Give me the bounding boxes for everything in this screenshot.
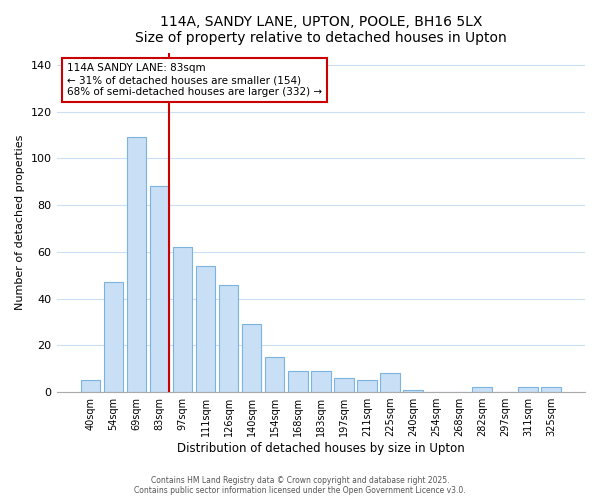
Bar <box>149 186 169 392</box>
Bar <box>311 371 331 392</box>
Bar <box>104 282 123 392</box>
Bar <box>334 378 353 392</box>
Text: Contains HM Land Registry data © Crown copyright and database right 2025.
Contai: Contains HM Land Registry data © Crown c… <box>134 476 466 495</box>
X-axis label: Distribution of detached houses by size in Upton: Distribution of detached houses by size … <box>177 442 464 455</box>
Bar <box>380 374 400 392</box>
Bar <box>403 390 423 392</box>
Bar <box>219 284 238 392</box>
Bar <box>80 380 100 392</box>
Bar <box>288 371 308 392</box>
Bar <box>196 266 215 392</box>
Bar <box>127 138 146 392</box>
Y-axis label: Number of detached properties: Number of detached properties <box>15 135 25 310</box>
Text: 114A SANDY LANE: 83sqm
← 31% of detached houses are smaller (154)
68% of semi-de: 114A SANDY LANE: 83sqm ← 31% of detached… <box>67 64 322 96</box>
Bar <box>265 357 284 392</box>
Bar <box>242 324 262 392</box>
Bar <box>472 388 492 392</box>
Bar <box>357 380 377 392</box>
Bar <box>518 388 538 392</box>
Bar <box>541 388 561 392</box>
Bar <box>173 247 193 392</box>
Title: 114A, SANDY LANE, UPTON, POOLE, BH16 5LX
Size of property relative to detached h: 114A, SANDY LANE, UPTON, POOLE, BH16 5LX… <box>135 15 506 45</box>
